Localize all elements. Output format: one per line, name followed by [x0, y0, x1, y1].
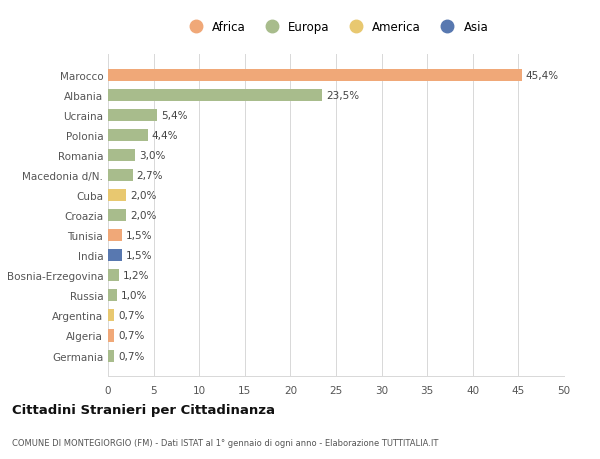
Text: 5,4%: 5,4% [161, 111, 187, 121]
Bar [108, 350, 115, 362]
Text: 23,5%: 23,5% [326, 91, 359, 101]
Bar [108, 130, 148, 142]
Bar [108, 310, 115, 322]
Text: 0,7%: 0,7% [118, 311, 145, 321]
Text: 1,5%: 1,5% [125, 251, 152, 261]
Text: 0,7%: 0,7% [118, 351, 145, 361]
Bar [108, 290, 117, 302]
Text: 3,0%: 3,0% [139, 151, 166, 161]
Text: 1,0%: 1,0% [121, 291, 147, 301]
Text: 2,0%: 2,0% [130, 191, 156, 201]
Bar [108, 110, 157, 122]
Bar [108, 210, 126, 222]
Bar [108, 230, 122, 242]
Bar [108, 150, 136, 162]
Text: 2,0%: 2,0% [130, 211, 156, 221]
Bar [108, 330, 115, 342]
Text: 1,5%: 1,5% [125, 231, 152, 241]
Bar [108, 270, 119, 282]
Text: 2,7%: 2,7% [136, 171, 163, 181]
Text: 4,4%: 4,4% [152, 131, 178, 141]
Bar [108, 90, 322, 102]
Bar [108, 170, 133, 182]
Text: 0,7%: 0,7% [118, 331, 145, 341]
Bar [108, 190, 126, 202]
Text: 45,4%: 45,4% [526, 71, 559, 81]
Text: COMUNE DI MONTEGIORGIO (FM) - Dati ISTAT al 1° gennaio di ogni anno - Elaborazio: COMUNE DI MONTEGIORGIO (FM) - Dati ISTAT… [12, 438, 439, 447]
Text: 1,2%: 1,2% [122, 271, 149, 281]
Bar [108, 70, 522, 82]
Text: Cittadini Stranieri per Cittadinanza: Cittadini Stranieri per Cittadinanza [12, 403, 275, 416]
Legend: Africa, Europa, America, Asia: Africa, Europa, America, Asia [179, 16, 493, 39]
Bar [108, 250, 122, 262]
